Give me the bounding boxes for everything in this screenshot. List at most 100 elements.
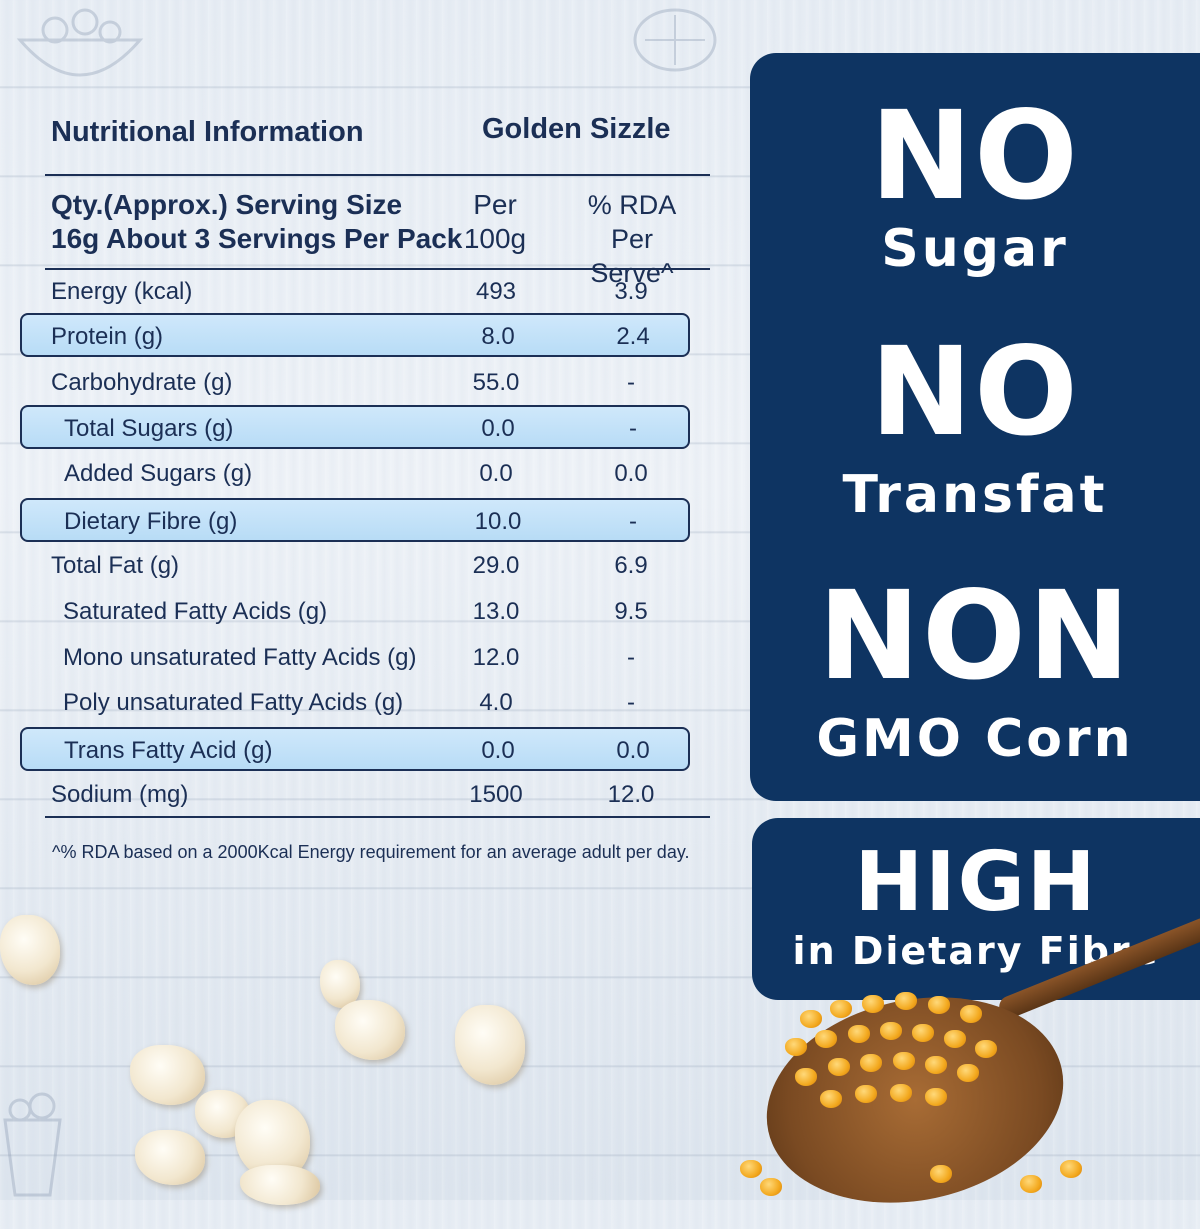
per-100g-value: 0.0 <box>479 460 513 487</box>
per-100g-value: 12.0 <box>472 644 520 671</box>
rda-header-line2: Per Serve^ <box>590 224 674 288</box>
per-100g-value: 8.0 <box>481 323 515 350</box>
rda-value: 9.5 <box>614 598 648 625</box>
table-row: Saturated Fatty Acids (g) 13.0 9.5 <box>20 590 690 634</box>
popcorn-image <box>335 1000 405 1060</box>
corn-kernel-image <box>893 1052 915 1070</box>
claims-card: NO Sugar NO Transfat NON GMO Corn <box>750 53 1200 801</box>
corn-kernel-image <box>828 1058 850 1076</box>
non-gmo-heading: NON <box>818 565 1132 707</box>
table-row: Added Sugars (g) 0.0 0.0 <box>20 452 690 496</box>
table-row: Energy (kcal) 493 3.9 <box>20 270 690 314</box>
table-header: Nutritional Information Golden Sizzle <box>20 100 720 170</box>
rda-header-line1: % RDA <box>587 190 677 220</box>
no-transfat-heading: NO <box>870 321 1080 463</box>
corn-kernel-image <box>760 1178 782 1196</box>
corn-kernel-image <box>820 1090 842 1108</box>
per-100g-value: 13.0 <box>472 598 520 625</box>
corn-kernel-image <box>830 1000 852 1018</box>
corn-kernel-image <box>740 1160 762 1178</box>
per-100g-value: 0.0 <box>481 415 515 442</box>
rda-value: - <box>627 644 635 671</box>
popcorn-image <box>0 915 60 985</box>
popcorn-image <box>240 1165 320 1205</box>
nutrient-label: Mono unsaturated Fatty Acids (g) <box>63 644 417 671</box>
serving-size-label: Qty.(Approx.) Serving Size 16g About 3 S… <box>51 188 471 256</box>
rda-value: 0.0 <box>614 460 648 487</box>
table-row: Sodium (mg) 1500 12.0 <box>20 773 690 817</box>
table-row: Total Sugars (g) 0.0 - <box>20 405 690 449</box>
table-row: Trans Fatty Acid (g) 0.0 0.0 <box>20 727 690 771</box>
corn-kernel-image <box>880 1022 902 1040</box>
corn-kernel-image <box>925 1056 947 1074</box>
rda-value: - <box>629 415 637 442</box>
corn-kernel-image <box>925 1088 947 1106</box>
rda-value: 3.9 <box>614 278 648 305</box>
corn-kernel-image <box>848 1025 870 1043</box>
per-100g-value: 55.0 <box>472 369 520 396</box>
per-header-line2: 100g <box>463 223 527 254</box>
nutrient-label: Dietary Fibre (g) <box>64 508 238 535</box>
per-100g-value: 0.0 <box>481 737 515 764</box>
column-headers: Qty.(Approx.) Serving Size 16g About 3 S… <box>20 185 720 288</box>
table-row: Poly unsaturated Fatty Acids (g) 4.0 - <box>20 681 690 725</box>
corn-doodle-icon <box>633 8 717 72</box>
corn-kernel-image <box>890 1084 912 1102</box>
nutrient-label: Protein (g) <box>51 323 164 350</box>
popcorn-image <box>130 1045 205 1105</box>
table-bottom-divider <box>45 816 710 818</box>
per-100g-value: 4.0 <box>479 689 513 716</box>
nutrient-label: Trans Fatty Acid (g) <box>64 737 273 764</box>
per-100g-header: Per 100g <box>450 188 540 256</box>
header-divider <box>45 174 710 176</box>
corn-kernel-image <box>1020 1175 1042 1193</box>
rda-header: % RDA Per Serve^ <box>572 188 692 290</box>
rda-value: - <box>627 369 635 396</box>
table-row: Dietary Fibre (g) 10.0 - <box>20 498 690 542</box>
popcorn-image <box>455 1005 525 1085</box>
serving-size-line1: Qty.(Approx.) Serving Size <box>51 189 403 220</box>
nutrient-label: Total Fat (g) <box>51 552 180 579</box>
serving-size-line2: 16g About 3 Servings Per Pack <box>51 223 463 254</box>
corn-kernel-image <box>930 1165 952 1183</box>
bowl-doodle-icon <box>16 8 144 77</box>
corn-kernel-image <box>855 1085 877 1103</box>
corn-kernel-image <box>862 995 884 1013</box>
corn-kernel-image <box>960 1005 982 1023</box>
corn-kernel-image <box>975 1040 997 1058</box>
column-header-divider <box>45 268 710 270</box>
table-row: Total Fat (g) 29.0 6.9 <box>20 544 690 588</box>
table-title: Nutritional Information <box>51 116 364 148</box>
no-transfat-subheading: Transfat <box>842 465 1108 525</box>
rda-footnote: ^% RDA based on a 2000Kcal Energy requir… <box>52 842 690 862</box>
nutrient-label: Carbohydrate (g) <box>51 369 233 396</box>
per-100g-value: 10.0 <box>474 508 522 535</box>
corn-kernel-image <box>944 1030 966 1048</box>
rda-value: 12.0 <box>607 781 655 808</box>
rda-value: 2.4 <box>616 323 650 350</box>
corn-kernel-image <box>785 1038 807 1056</box>
rda-value: 6.9 <box>614 552 648 579</box>
corn-kernel-image <box>1060 1160 1082 1178</box>
high-heading: HIGH <box>854 835 1098 930</box>
rda-value: - <box>629 508 637 535</box>
nutrient-label: Added Sugars (g) <box>64 460 253 487</box>
popcorn-doodle-icon <box>3 1092 62 1197</box>
table-row: Protein (g) 8.0 2.4 <box>20 313 690 357</box>
nutrient-label: Total Sugars (g) <box>64 415 234 442</box>
corn-kernel-image <box>928 996 950 1014</box>
popcorn-image <box>320 960 360 1008</box>
corn-kernel-image <box>912 1024 934 1042</box>
nutrient-label: Energy (kcal) <box>51 278 193 305</box>
corn-kernel-image <box>895 992 917 1010</box>
rda-value: 0.0 <box>616 737 650 764</box>
corn-kernel-image <box>795 1068 817 1086</box>
table-row: Carbohydrate (g) 55.0 - <box>20 361 690 405</box>
rda-value: - <box>627 689 635 716</box>
no-sugar-heading: NO <box>870 85 1080 227</box>
table-row: Mono unsaturated Fatty Acids (g) 12.0 - <box>20 636 690 680</box>
per-100g-value: 493 <box>475 278 517 305</box>
high-fibre-card: HIGH in Dietary Fibre <box>752 818 1200 1000</box>
nutrient-label: Saturated Fatty Acids (g) <box>63 598 328 625</box>
corn-kernel-image <box>957 1064 979 1082</box>
